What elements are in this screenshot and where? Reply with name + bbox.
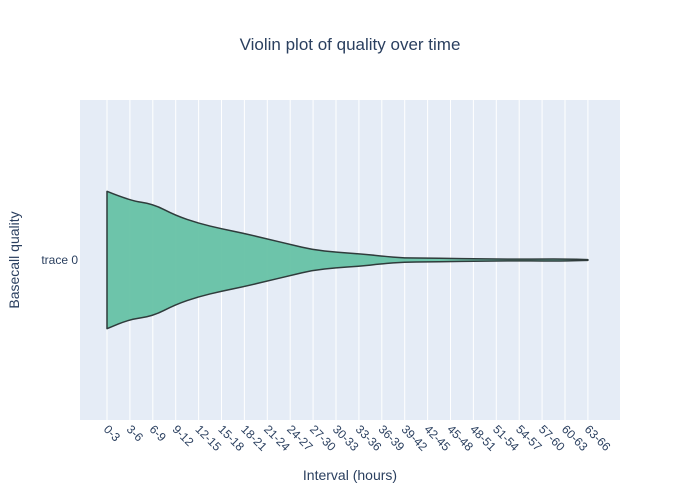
violin-series (106, 190, 589, 330)
x-axis-title: Interval (hours) (303, 467, 397, 483)
violin-shape[interactable] (106, 190, 589, 330)
y-axis-title: Basecall quality (6, 211, 22, 308)
y-tick-label: trace 0 (41, 253, 78, 267)
chart-title: Violin plot of quality over time (240, 35, 461, 54)
